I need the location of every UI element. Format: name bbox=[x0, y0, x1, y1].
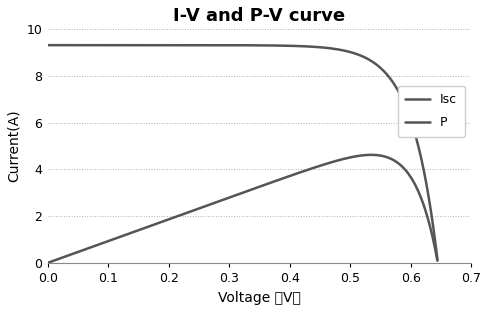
P bbox=[368, 153, 374, 157]
Title: I-V and P-V curve: I-V and P-V curve bbox=[173, 7, 346, 25]
P bbox=[45, 261, 51, 265]
P bbox=[184, 211, 190, 215]
P bbox=[434, 259, 440, 263]
P bbox=[161, 219, 166, 223]
Isc bbox=[434, 258, 440, 261]
Isc bbox=[66, 43, 72, 47]
P bbox=[66, 253, 72, 257]
Legend: Isc, P: Isc, P bbox=[398, 85, 465, 137]
Y-axis label: Current(A): Current(A) bbox=[7, 110, 21, 182]
Line: Isc: Isc bbox=[48, 45, 437, 260]
X-axis label: Voltage （V）: Voltage （V） bbox=[218, 291, 301, 305]
Isc bbox=[249, 43, 255, 47]
Isc bbox=[161, 43, 166, 47]
Isc bbox=[45, 43, 51, 47]
Isc bbox=[251, 43, 257, 47]
Isc bbox=[260, 43, 266, 47]
Line: P: P bbox=[48, 155, 437, 263]
Isc bbox=[184, 43, 190, 47]
P bbox=[251, 187, 257, 190]
P bbox=[249, 188, 255, 191]
P bbox=[260, 183, 266, 187]
